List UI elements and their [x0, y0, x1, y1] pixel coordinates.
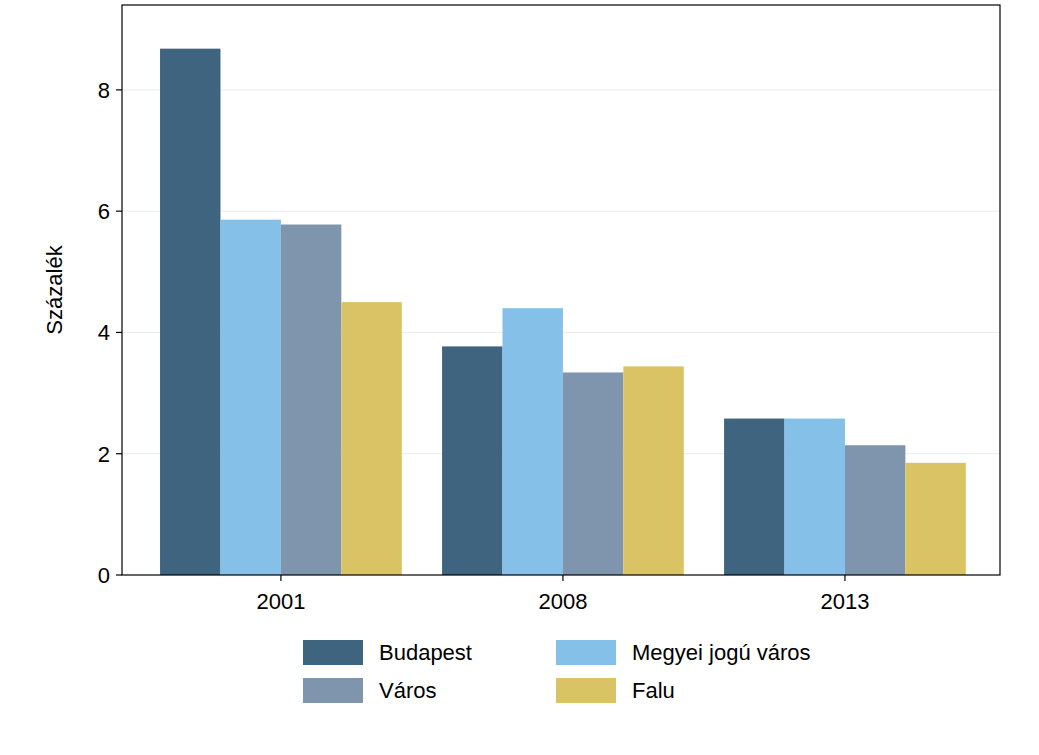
legend-swatch: [556, 678, 616, 703]
bar: [563, 372, 623, 575]
y-tick-label: 0: [98, 563, 110, 588]
legend-swatch: [556, 640, 616, 665]
bar: [442, 346, 502, 575]
y-tick-label: 8: [98, 78, 110, 103]
bars: [160, 49, 966, 575]
bar: [220, 220, 280, 575]
bar: [502, 308, 562, 575]
legend-swatch: [303, 678, 363, 703]
x-tick: [844, 575, 845, 581]
grid-line: [122, 211, 1000, 212]
x-tick-label: 2001: [256, 589, 305, 614]
x-tick: [280, 575, 281, 581]
y-tick-label: 4: [98, 320, 110, 345]
y-tick: [116, 574, 122, 575]
background: [0, 0, 1039, 755]
legend: Budapest Megyei jogú város Város Falu: [303, 640, 811, 703]
x-tick-label: 2008: [538, 589, 587, 614]
y-tick: [116, 89, 122, 90]
grid-line: [122, 89, 1000, 90]
chart-svg: 0 2 4 6 8 Százalék 2001 2008 2013 Budapest Megyei …: [0, 0, 1039, 755]
x-tick-label: 2013: [820, 589, 869, 614]
y-tick-label: 6: [98, 199, 110, 224]
legend-label: Falu: [632, 678, 675, 703]
y-tick: [116, 211, 122, 212]
x-tick: [562, 575, 563, 581]
chart-container: 0 2 4 6 8 Százalék 2001 2008 2013 Budapest Megyei …: [0, 0, 1039, 755]
y-axis-title: Százalék: [42, 244, 67, 334]
y-tick: [116, 332, 122, 333]
bar: [341, 302, 401, 575]
bar: [845, 445, 905, 575]
legend-label: Város: [379, 678, 436, 703]
legend-swatch: [303, 640, 363, 665]
legend-label: Budapest: [379, 640, 472, 665]
y-tick: [116, 453, 122, 454]
bar: [623, 366, 683, 575]
bar: [905, 463, 965, 575]
bar: [160, 49, 220, 575]
plot-frame: [122, 5, 1000, 575]
legend-label: Megyei jogú város: [632, 640, 811, 665]
bar: [281, 225, 341, 575]
bar: [724, 419, 784, 575]
y-tick-label: 2: [98, 442, 110, 467]
bar: [785, 419, 845, 575]
